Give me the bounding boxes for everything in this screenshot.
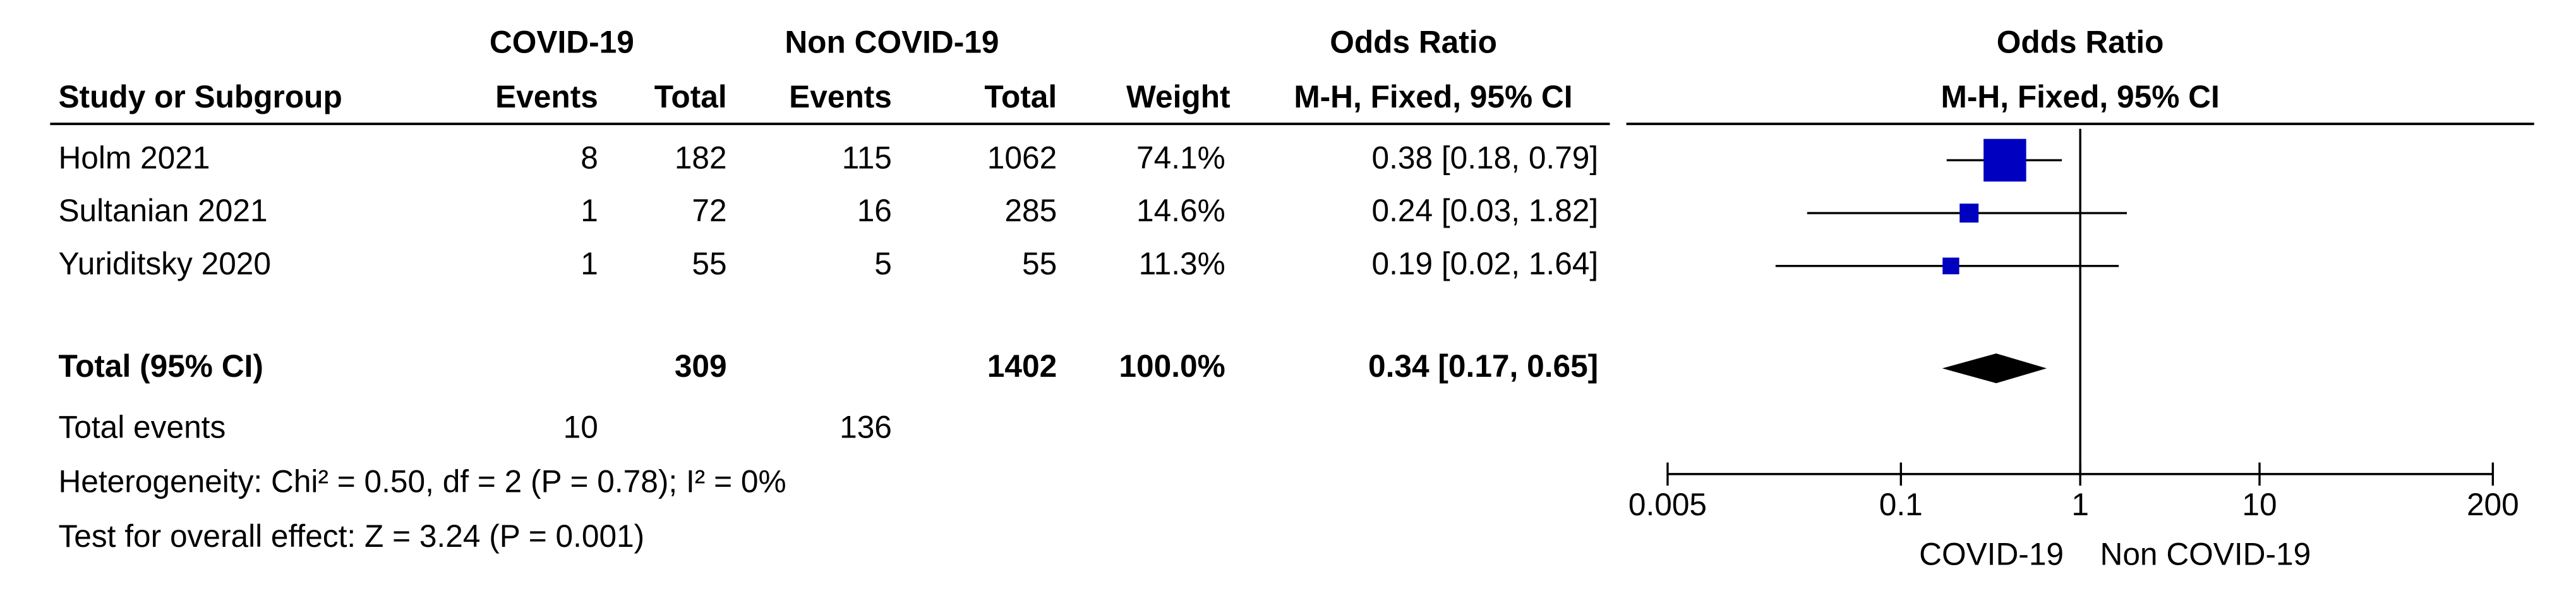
total-events-value: 136: [840, 409, 892, 444]
events: 16: [857, 193, 892, 228]
x-tick-label: 0.1: [1879, 487, 1923, 522]
weight: 14.6%: [1136, 193, 1225, 228]
x-tick-label: 1: [2071, 487, 2089, 522]
group-header: COVID-19: [490, 25, 634, 60]
total-events-value: 10: [563, 409, 598, 444]
x-tick-label: 10: [2242, 487, 2277, 522]
weight: 74.1%: [1136, 140, 1225, 176]
total: 55: [1022, 246, 1057, 281]
total-or: 0.34 [0.17, 0.65]: [1368, 348, 1598, 384]
column-header: M-H, Fixed, 95% CI: [1294, 79, 1572, 114]
total: 72: [692, 193, 726, 228]
weight: 11.3%: [1139, 246, 1225, 281]
events: 115: [842, 140, 892, 176]
total-weight: 100.0%: [1119, 348, 1225, 384]
effect-header: Odds Ratio: [1330, 25, 1497, 60]
events: 8: [581, 140, 598, 176]
column-header: Events: [789, 79, 892, 114]
column-header: Weight: [1126, 79, 1230, 114]
events: 1: [581, 246, 598, 281]
group-header: Non COVID-19: [785, 25, 999, 60]
plot-title: Odds Ratio: [1997, 25, 2164, 60]
study-square: [1942, 257, 1959, 274]
study-square: [1983, 138, 2026, 182]
column-header: Total: [654, 79, 727, 114]
total-value: 1402: [987, 348, 1057, 384]
odds-ratio: 0.38 [0.18, 0.79]: [1372, 140, 1599, 176]
total: 285: [1004, 193, 1057, 228]
odds-ratio: 0.24 [0.03, 1.82]: [1372, 193, 1599, 228]
events: 5: [874, 246, 892, 281]
total-events-label: Total events: [58, 409, 226, 444]
events: 1: [581, 193, 598, 228]
pooled-diamond: [1942, 353, 2047, 384]
x-tick-label: 0.005: [1628, 487, 1707, 522]
favours-right: Non COVID-19: [2100, 537, 2311, 572]
column-header: Events: [495, 79, 598, 114]
study-name: Yuriditsky 2020: [58, 246, 271, 281]
x-tick-label: 200: [2467, 487, 2519, 522]
total-value: 309: [675, 348, 727, 384]
favours-left: COVID-19: [1919, 537, 2064, 572]
total-name: Total (95% CI): [58, 348, 263, 384]
overall-effect: Test for overall effect: Z = 3.24 (P = 0…: [58, 518, 644, 554]
total: 55: [692, 246, 726, 281]
study-name: Holm 2021: [58, 140, 210, 176]
study-square: [1959, 204, 1979, 223]
study-name: Sultanian 2021: [58, 193, 267, 228]
heterogeneity: Heterogeneity: Chi² = 0.50, df = 2 (P = …: [58, 464, 786, 499]
column-header: Study or Subgroup: [58, 79, 342, 114]
column-header: Total: [984, 79, 1057, 114]
odds-ratio: 0.19 [0.02, 1.64]: [1372, 246, 1599, 281]
plot-method: M-H, Fixed, 95% CI: [1941, 79, 2220, 114]
total: 1062: [987, 140, 1057, 176]
total: 182: [675, 140, 727, 176]
